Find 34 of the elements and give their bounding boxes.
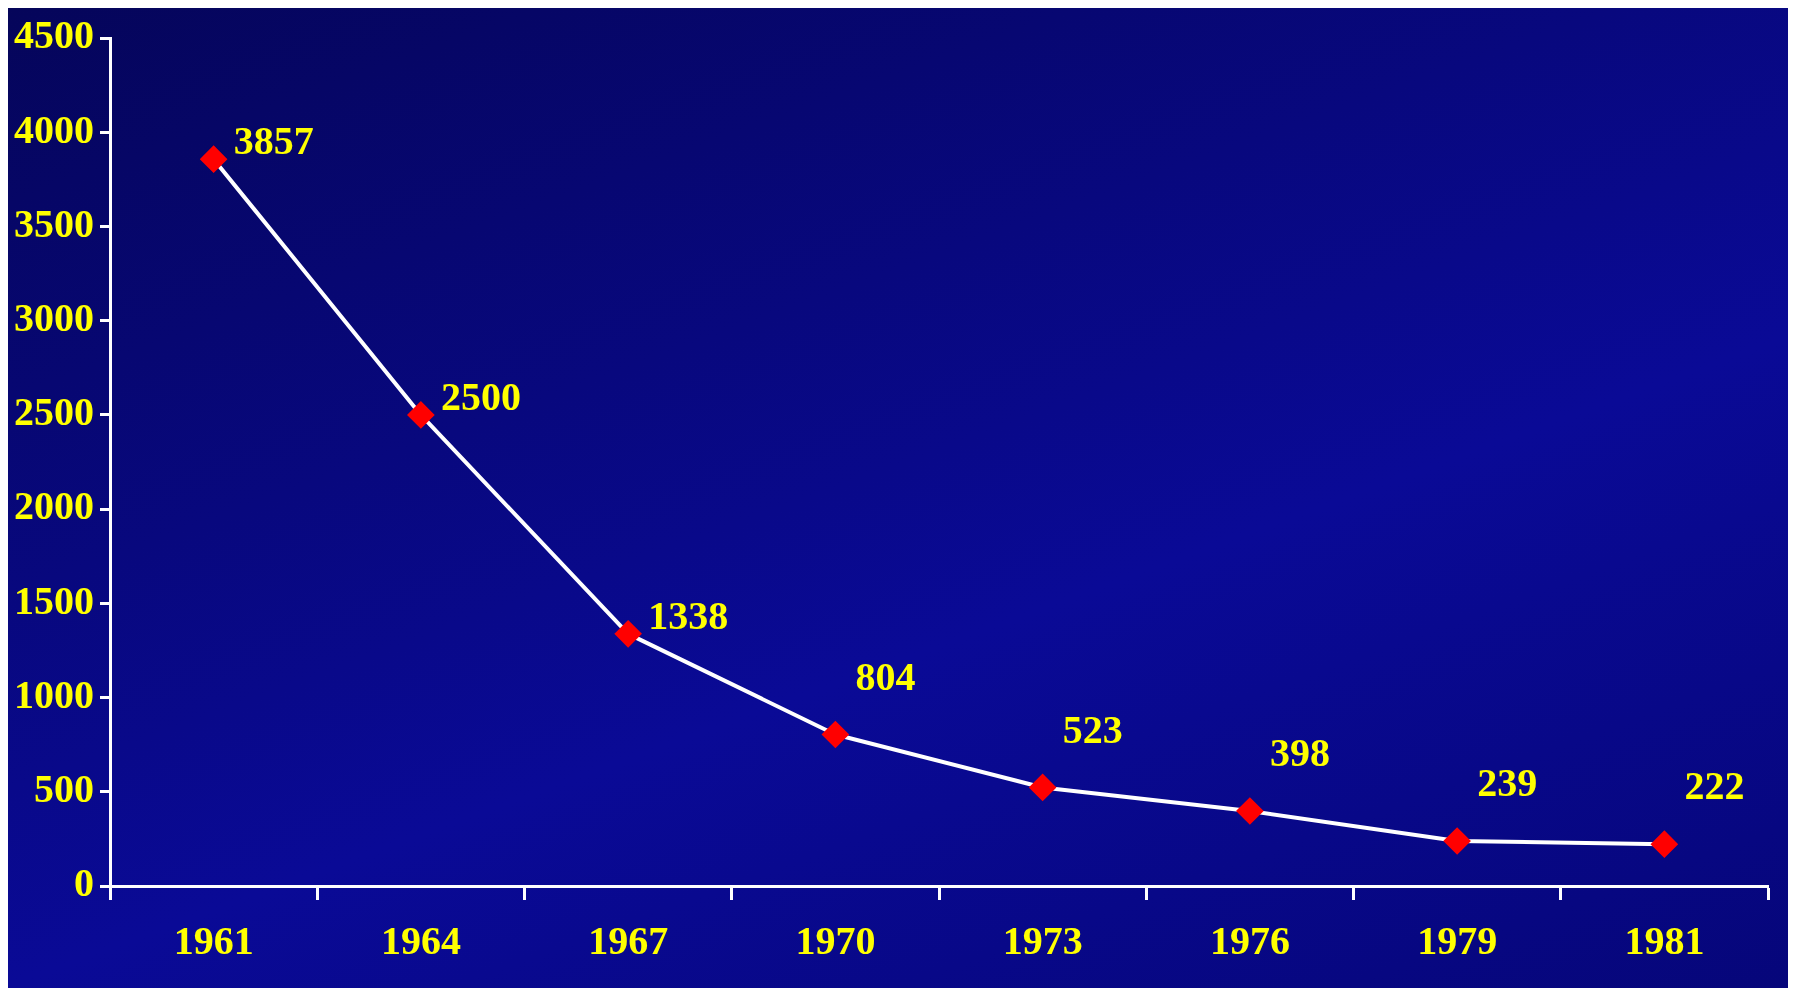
x-tick-label: 1973 xyxy=(1002,918,1083,964)
x-tick-label: 1967 xyxy=(588,918,669,964)
data-label: 222 xyxy=(1684,763,1745,809)
data-label: 239 xyxy=(1477,760,1538,806)
point xyxy=(615,620,642,647)
data-label: 1338 xyxy=(648,593,729,639)
x-tick-label: 1970 xyxy=(795,918,876,964)
data-label: 523 xyxy=(1062,706,1123,752)
y-tick-label: 1500 xyxy=(14,577,94,623)
y-tick-label: 4000 xyxy=(14,106,94,152)
y-tick-label: 0 xyxy=(74,860,94,906)
data-label: 3857 xyxy=(233,118,314,164)
x-tick-label: 1964 xyxy=(380,918,461,964)
x-tick-label: 1961 xyxy=(173,918,254,964)
x-tick-label: 1979 xyxy=(1417,918,1498,964)
point xyxy=(1651,831,1678,858)
y-tick-label: 4500 xyxy=(14,12,94,58)
point xyxy=(407,401,434,428)
data-label: 2500 xyxy=(440,374,521,420)
data-label: 804 xyxy=(855,653,916,699)
x-tick-label: 1981 xyxy=(1624,918,1705,964)
y-tick-label: 1000 xyxy=(14,671,94,717)
point xyxy=(1236,798,1263,824)
y-tick-label: 2500 xyxy=(14,389,94,435)
point xyxy=(1029,774,1056,801)
y-tick-label: 3000 xyxy=(14,294,94,340)
x-tick-label: 1976 xyxy=(1209,918,1290,964)
point xyxy=(1444,827,1471,854)
point xyxy=(822,721,849,748)
y-tick-label: 500 xyxy=(34,766,94,812)
y-tick-label: 2000 xyxy=(14,483,94,529)
y-tick-label: 3500 xyxy=(14,200,94,246)
data-label: 398 xyxy=(1269,730,1330,776)
point xyxy=(200,146,227,173)
